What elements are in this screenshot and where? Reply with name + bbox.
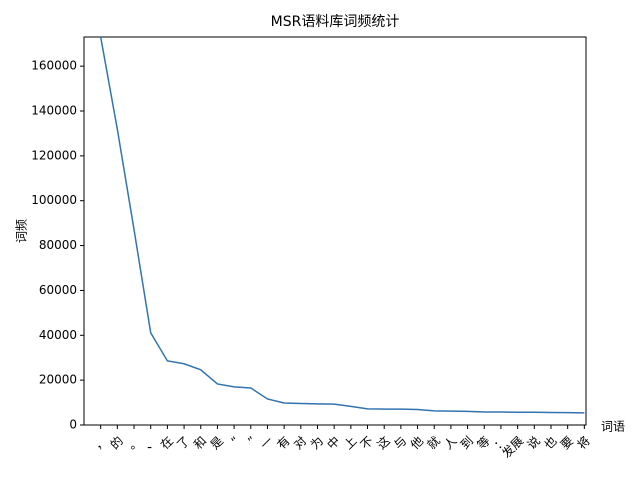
x-tick-label: 中 xyxy=(324,433,343,452)
y-tick-label: 0 xyxy=(69,418,77,432)
x-tick-label: 要 xyxy=(558,434,576,452)
data-line xyxy=(99,36,585,414)
y-tick-label: 160000 xyxy=(31,59,77,73)
x-axis-label: 词语 xyxy=(601,420,625,434)
x-tick-label: 等 xyxy=(474,434,492,452)
x-tick-label: 也 xyxy=(541,434,559,452)
x-tick-label: 了 xyxy=(174,434,192,452)
y-tick-label: 20000 xyxy=(39,373,77,387)
x-tick-label: 的 xyxy=(107,433,126,452)
x-tick-label: 、 xyxy=(141,434,159,452)
x-tick-label: 。 xyxy=(124,434,142,452)
x-tick-label: 这 xyxy=(374,433,393,452)
y-tick-label: 40000 xyxy=(39,328,77,342)
y-tick-label: 60000 xyxy=(39,283,77,297)
x-tick-label: ” xyxy=(245,434,259,448)
x-tick-label: 不 xyxy=(358,434,376,452)
y-tick-label: 140000 xyxy=(31,104,77,118)
y-tick-label: 100000 xyxy=(31,193,77,207)
x-tick-label: 与 xyxy=(391,434,409,452)
x-tick-label: ， xyxy=(91,434,109,452)
x-tick-label: 是 xyxy=(208,434,226,452)
x-tick-label: 他 xyxy=(408,434,426,452)
plot-frame xyxy=(83,36,587,426)
x-tick-label: 到 xyxy=(458,434,476,452)
y-axis-label: 词频 xyxy=(15,219,29,243)
x-tick-label: 和 xyxy=(191,434,209,452)
chart-title: MSR语料库词频统计 xyxy=(271,14,400,30)
x-tick-label: 对 xyxy=(291,434,309,452)
x-tick-label: 在 xyxy=(158,434,176,452)
x-tick-label: 就 xyxy=(424,434,442,452)
x-tick-label: 为 xyxy=(308,434,326,452)
x-tick-label: 人 xyxy=(441,434,459,452)
x-tick-label: 将 xyxy=(575,434,593,452)
x-tick-label: 说 xyxy=(524,433,543,452)
x-tick-label: “ xyxy=(228,434,242,448)
y-tick-label: 120000 xyxy=(31,148,77,162)
y-tick-label: 80000 xyxy=(39,238,77,252)
x-tick-label: 一 xyxy=(258,434,276,452)
x-tick-label: 有 xyxy=(274,434,292,452)
x-tick-label: 上 xyxy=(341,434,359,452)
